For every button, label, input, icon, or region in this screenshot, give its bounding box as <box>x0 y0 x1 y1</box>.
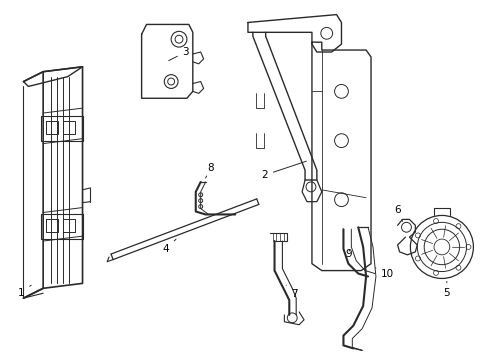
Text: 9: 9 <box>345 249 351 259</box>
Text: 2: 2 <box>261 161 305 180</box>
Text: 7: 7 <box>285 285 297 299</box>
Text: 8: 8 <box>205 163 213 178</box>
Text: 4: 4 <box>163 239 176 254</box>
Text: 3: 3 <box>168 47 189 60</box>
Text: 10: 10 <box>375 268 393 279</box>
Text: 1: 1 <box>18 285 31 298</box>
Text: 5: 5 <box>443 282 449 298</box>
Text: 6: 6 <box>393 204 402 221</box>
